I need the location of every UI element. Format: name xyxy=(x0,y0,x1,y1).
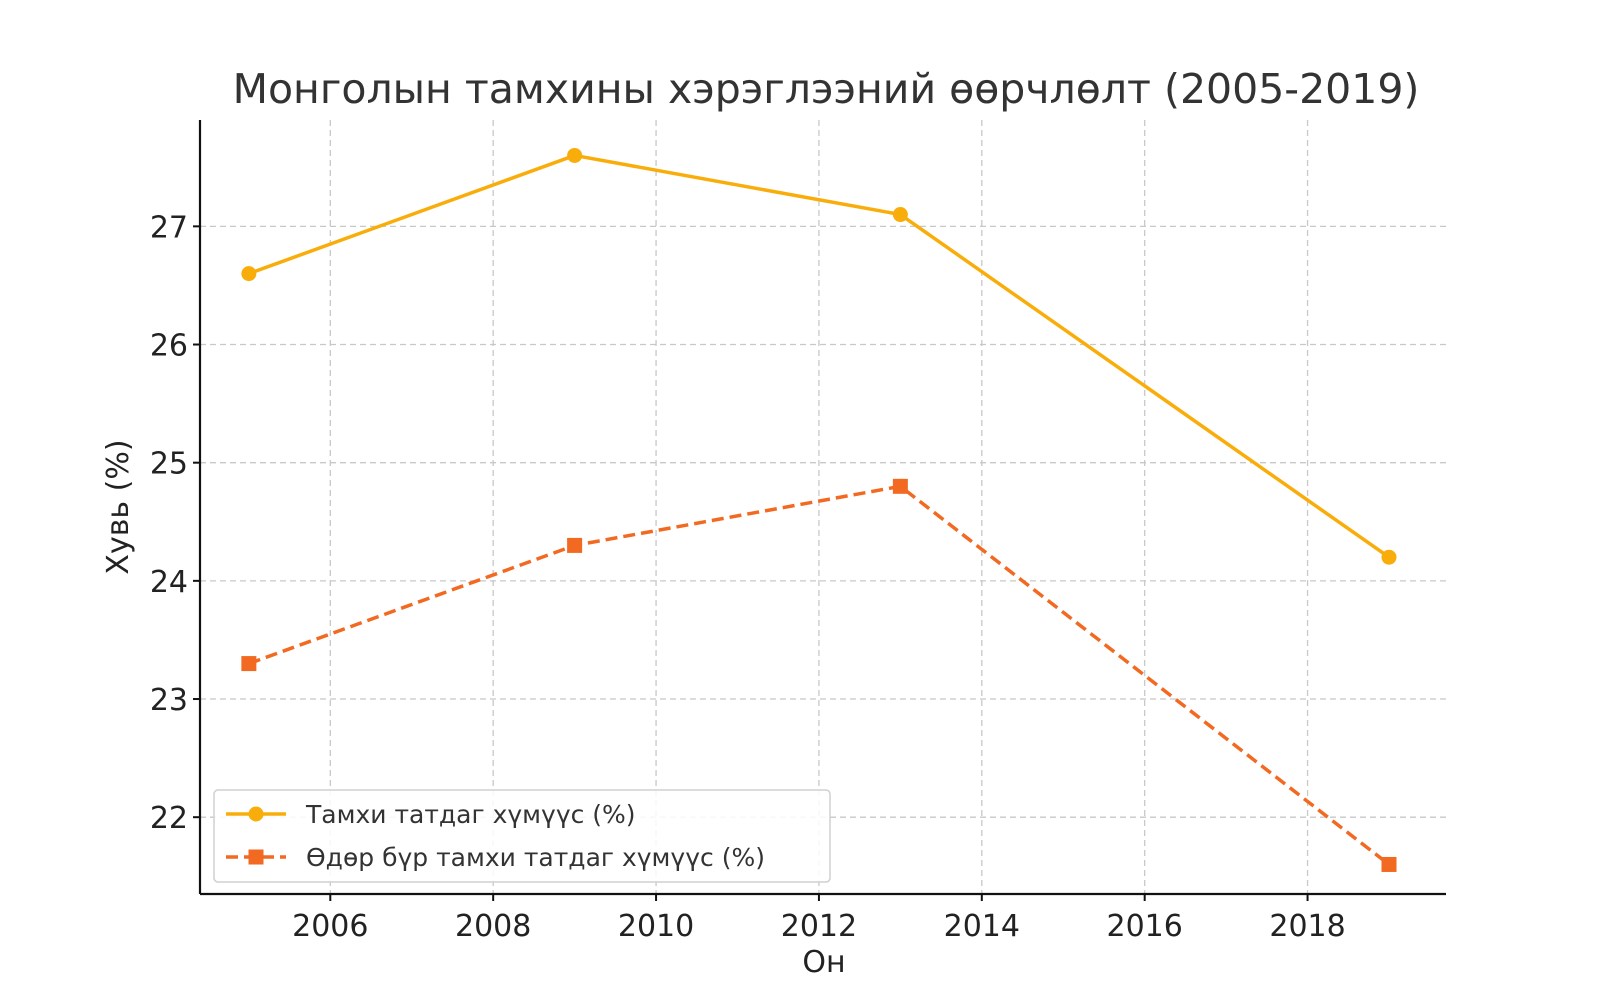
x-tick-label: 2016 xyxy=(1107,909,1183,944)
x-tick-label: 2012 xyxy=(781,909,857,944)
series-2-point xyxy=(241,656,257,672)
series-2-point xyxy=(1381,856,1397,872)
y-tick-label: 25 xyxy=(150,447,188,482)
x-tick-label: 2018 xyxy=(1269,909,1345,944)
series-2-point xyxy=(892,478,908,494)
axes: 2006 2008 2010 2012 2014 2016 2018 22 23 24 25 26 27 xyxy=(150,120,1446,944)
grid xyxy=(200,120,1446,894)
legend-label-2: Өдөр бүр тамхи татдаг хүмүүс (%) xyxy=(306,843,765,872)
series-1-point xyxy=(892,207,908,223)
x-tick-label: 2008 xyxy=(455,909,531,944)
series-1-point xyxy=(241,266,257,282)
series-group xyxy=(241,147,1397,872)
y-tick-label: 23 xyxy=(150,683,188,718)
legend-label-1: Тамхи татдаг хүмүүс (%) xyxy=(305,800,636,829)
x-axis-label: Он xyxy=(802,945,845,980)
series-line-1 xyxy=(248,153,1390,559)
series-1-point xyxy=(567,147,583,163)
y-axis-label: Хувь (%) xyxy=(101,439,136,574)
y-tick-label: 27 xyxy=(150,210,188,245)
x-tick-label: 2010 xyxy=(618,909,694,944)
legend-marker-2 xyxy=(248,849,264,865)
series-2-point xyxy=(567,537,583,553)
legend: Тамхи татдаг хүмүүс (%) Өдөр бүр тамхи та… xyxy=(213,789,831,883)
y-tick-label: 22 xyxy=(150,801,188,836)
legend-marker-1 xyxy=(248,806,264,822)
y-tick-label: 24 xyxy=(150,565,188,600)
chart-title: Монголын тамхины хэрэглээний өөрчлөлт (2… xyxy=(233,65,1420,113)
series-line-2 xyxy=(248,484,1391,866)
x-tick-label: 2006 xyxy=(292,909,368,944)
legend-box xyxy=(213,789,831,883)
y-tick-label: 26 xyxy=(150,329,188,364)
series-1-point xyxy=(1381,549,1397,565)
x-tick-label: 2014 xyxy=(944,909,1020,944)
